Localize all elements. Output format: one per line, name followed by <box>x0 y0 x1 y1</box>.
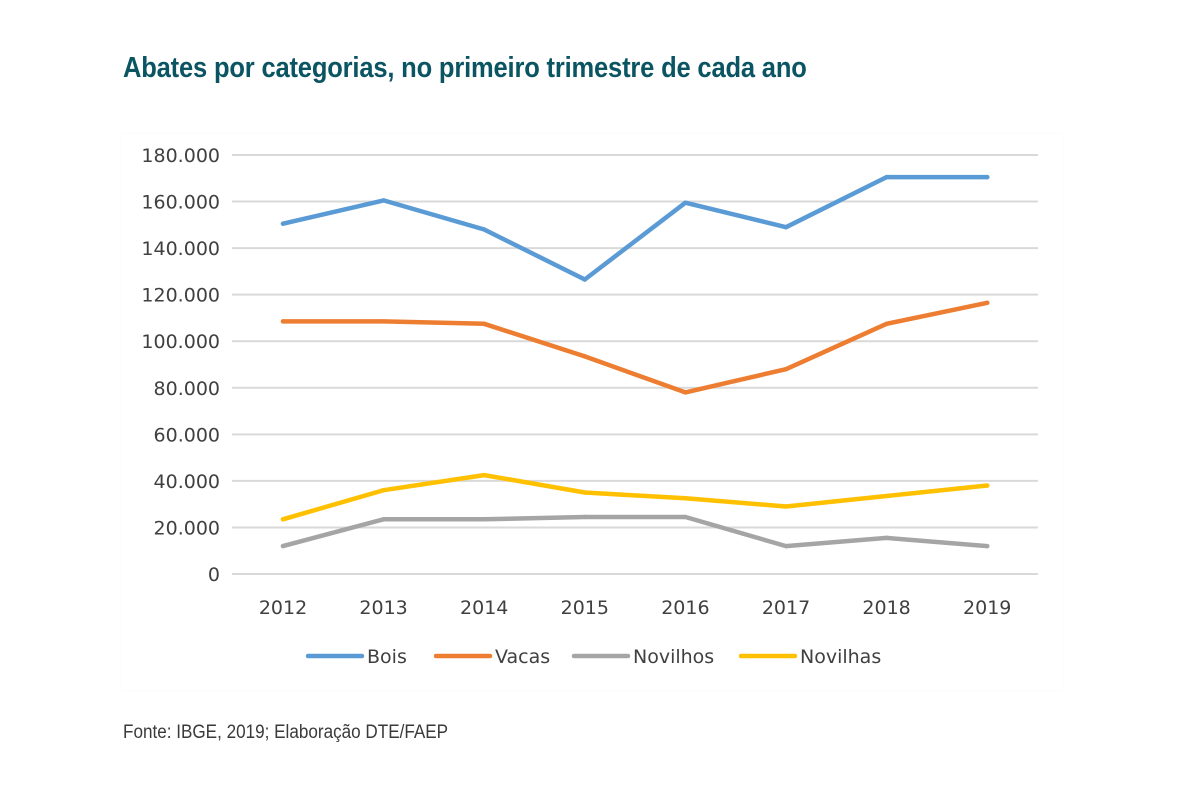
data-point-novilhos <box>482 517 487 522</box>
y-tick-label: 60.000 <box>154 424 220 446</box>
y-tick-label: 20.000 <box>154 517 220 539</box>
legend-label-novilhos: Novilhos <box>633 646 714 668</box>
data-point-novilhos <box>683 514 688 520</box>
data-point-vacas <box>582 354 587 359</box>
data-point-novilhas <box>783 504 789 509</box>
y-tick-label: 140.000 <box>141 238 220 260</box>
data-point-bois <box>582 277 587 282</box>
data-point-vacas <box>482 321 487 326</box>
data-point-vacas <box>884 321 889 326</box>
data-point-bois <box>783 224 789 230</box>
data-point-novilhos <box>381 517 386 522</box>
series-line-novilhos <box>280 514 990 549</box>
series-line-novilhas <box>280 472 990 522</box>
x-tick-label: 2013 <box>359 597 407 619</box>
data-point-bois <box>683 200 688 205</box>
data-point-vacas <box>683 390 688 395</box>
series-line-bois <box>280 174 990 282</box>
x-tick-label: 2018 <box>862 597 910 619</box>
series-lines <box>280 174 990 549</box>
legend-label-novilhas: Novilhas <box>800 646 881 668</box>
data-point-vacas <box>381 319 386 324</box>
data-point-novilhas <box>582 490 587 495</box>
data-point-bois <box>482 227 487 232</box>
data-point-novilhos <box>582 514 587 520</box>
data-point-vacas <box>985 300 990 306</box>
data-point-novilhos <box>985 543 990 549</box>
gridlines <box>232 154 1038 575</box>
x-tick-label: 2012 <box>259 597 307 619</box>
legend-label-vacas: Vacas <box>495 646 550 668</box>
y-tick-label: 40.000 <box>154 471 220 493</box>
data-point-novilhas <box>683 496 688 501</box>
x-axis: 2012 2013 2014 2015 2016 2017 2018 2019 <box>259 597 1012 619</box>
x-tick-label: 2014 <box>460 597 508 619</box>
x-tick-label: 2017 <box>762 597 810 619</box>
data-point-novilhas <box>985 483 990 488</box>
y-tick-label: 120.000 <box>141 285 220 307</box>
x-tick-label: 2016 <box>661 597 709 619</box>
data-point-vacas <box>280 319 286 324</box>
y-axis: 0 20.000 40.000 60.000 80.000 100.000 120.000 1… <box>141 145 220 586</box>
y-tick-label: 180.000 <box>141 145 220 167</box>
data-point-bois <box>381 198 386 203</box>
y-tick-label: 100.000 <box>141 331 220 353</box>
data-point-bois <box>985 174 990 180</box>
source-note: Fonte: IBGE, 2019; Elaboração DTE/FAEP <box>123 722 449 743</box>
x-tick-label: 2015 <box>561 597 609 619</box>
data-point-novilhas <box>381 488 386 493</box>
data-point-bois <box>884 174 889 180</box>
legend: Bois Vacas Novilhos Novilhas <box>305 646 881 668</box>
y-tick-label: 160.000 <box>141 192 220 214</box>
data-point-novilhas <box>884 493 889 499</box>
data-point-novilhas <box>482 472 487 478</box>
series-line-vacas <box>280 300 990 395</box>
chart-area: 0 20.000 40.000 60.000 80.000 100.000 120.000 1… <box>122 134 1062 690</box>
data-point-novilhos <box>884 535 889 541</box>
x-tick-label: 2019 <box>963 597 1011 619</box>
y-tick-label: 80.000 <box>154 378 220 400</box>
data-point-bois <box>280 221 286 226</box>
legend-label-bois: Bois <box>367 646 407 668</box>
line-chart: 0 20.000 40.000 60.000 80.000 100.000 120.000 1… <box>141 145 1038 668</box>
y-tick-label: 0 <box>208 564 220 586</box>
data-point-vacas <box>783 366 789 372</box>
data-point-novilhos <box>783 543 789 549</box>
chart-title: Abates por categorias, no primeiro trime… <box>123 52 807 84</box>
data-point-novilhas <box>280 517 286 522</box>
data-point-novilhos <box>280 543 286 549</box>
